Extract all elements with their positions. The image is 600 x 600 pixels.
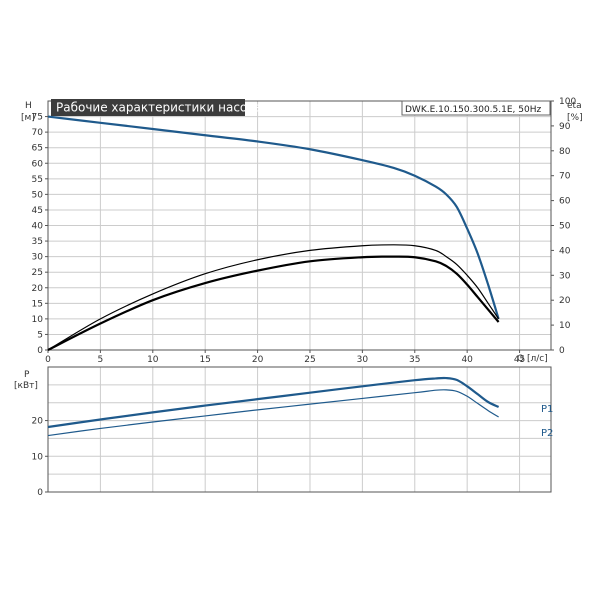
y-tick-label: 20 [32, 417, 44, 427]
y-axis-unit-P: [кВт] [14, 381, 38, 391]
y-tick-label: 0 [37, 488, 43, 498]
y-tick-label: 35 [32, 237, 43, 247]
x-tick-label: 25 [304, 355, 315, 365]
y-tick-label: 55 [32, 175, 43, 185]
top-chart-series [47, 115, 500, 351]
y2-axis-label-eta: eta [567, 101, 582, 111]
x-tick-label: 10 [147, 355, 159, 365]
y2-tick-label: 40 [559, 246, 571, 256]
x-tick-label: 0 [45, 355, 51, 365]
y2-axis-unit-eta: [%] [567, 113, 583, 123]
y-axis-label-H: H [25, 101, 32, 111]
y-tick-label: 60 [32, 159, 44, 169]
x-tick-label: 40 [461, 355, 473, 365]
efficiency-curve-line-2 [47, 255, 500, 351]
model-label: DWK.E.10.150.300.5.1E, 50Hz [405, 105, 541, 115]
y2-tick-label: 60 [559, 197, 571, 207]
x-tick-label: 15 [199, 355, 210, 365]
bottom-plot-frame [47, 366, 552, 493]
top-chart-ticks: 0 5 10 15 20 25 30 35 40 45 0 5 10 15 20 25 30 35 40 45 50 55… [32, 97, 577, 365]
y2-tick-label: 0 [559, 346, 565, 356]
bottom-chart-ticks: 0 10 20 [32, 417, 48, 498]
y-tick-label: 10 [32, 315, 44, 325]
bottom-chart-grid [47, 366, 551, 493]
series-label-P2: P2 [541, 428, 553, 439]
y-axis-unit-H: [м] [21, 113, 35, 123]
power-curve-p2 [47, 389, 499, 437]
y2-tick-label: 20 [559, 296, 571, 306]
y-tick-label: 70 [32, 128, 44, 138]
x-axis-unit-Q: [л/с] [527, 354, 548, 364]
top-chart-grid [47, 101, 551, 351]
y-axis-label-P: P [24, 370, 30, 380]
y2-tick-label: 50 [559, 222, 571, 232]
y2-tick-label: 80 [559, 147, 571, 157]
y2-tick-label: 90 [559, 122, 571, 132]
efficiency-curve-line-1 [47, 244, 500, 351]
x-tick-label: 5 [98, 355, 104, 365]
y-tick-label: 0 [37, 346, 43, 356]
title-box [51, 99, 245, 116]
chart-title: Рабочие характеристики насоса [56, 101, 261, 115]
y-tick-label: 25 [32, 268, 43, 278]
head-curve-line [47, 115, 500, 320]
y-tick-label: 20 [32, 284, 44, 294]
model-box [401, 100, 551, 116]
x-tick-label: 35 [409, 355, 420, 365]
y-tick-label: 40 [32, 222, 44, 232]
y-tick-label: 50 [32, 190, 44, 200]
y2-tick-label: 70 [559, 172, 571, 182]
x-tick-label: 20 [252, 355, 264, 365]
series-label-P1: P1 [541, 404, 553, 415]
y-tick-label: 75 [32, 113, 43, 123]
y-tick-label: 10 [32, 452, 44, 462]
y2-tick-label: 30 [559, 271, 571, 281]
y-tick-label: 30 [32, 253, 44, 263]
x-tick-label: 30 [357, 355, 369, 365]
y2-tick-label: 10 [559, 321, 571, 331]
y-tick-label: 15 [32, 299, 43, 309]
bottom-chart-series [47, 376, 500, 437]
x-tick-label: 45 [514, 355, 525, 365]
power-curve-p1 [47, 376, 500, 429]
y-tick-label: 45 [32, 206, 43, 216]
x-axis-label-Q: Q [517, 354, 524, 364]
y-tick-label: 5 [37, 330, 43, 340]
y2-tick-label: 100 [559, 97, 576, 107]
y-tick-label: 65 [32, 144, 43, 154]
